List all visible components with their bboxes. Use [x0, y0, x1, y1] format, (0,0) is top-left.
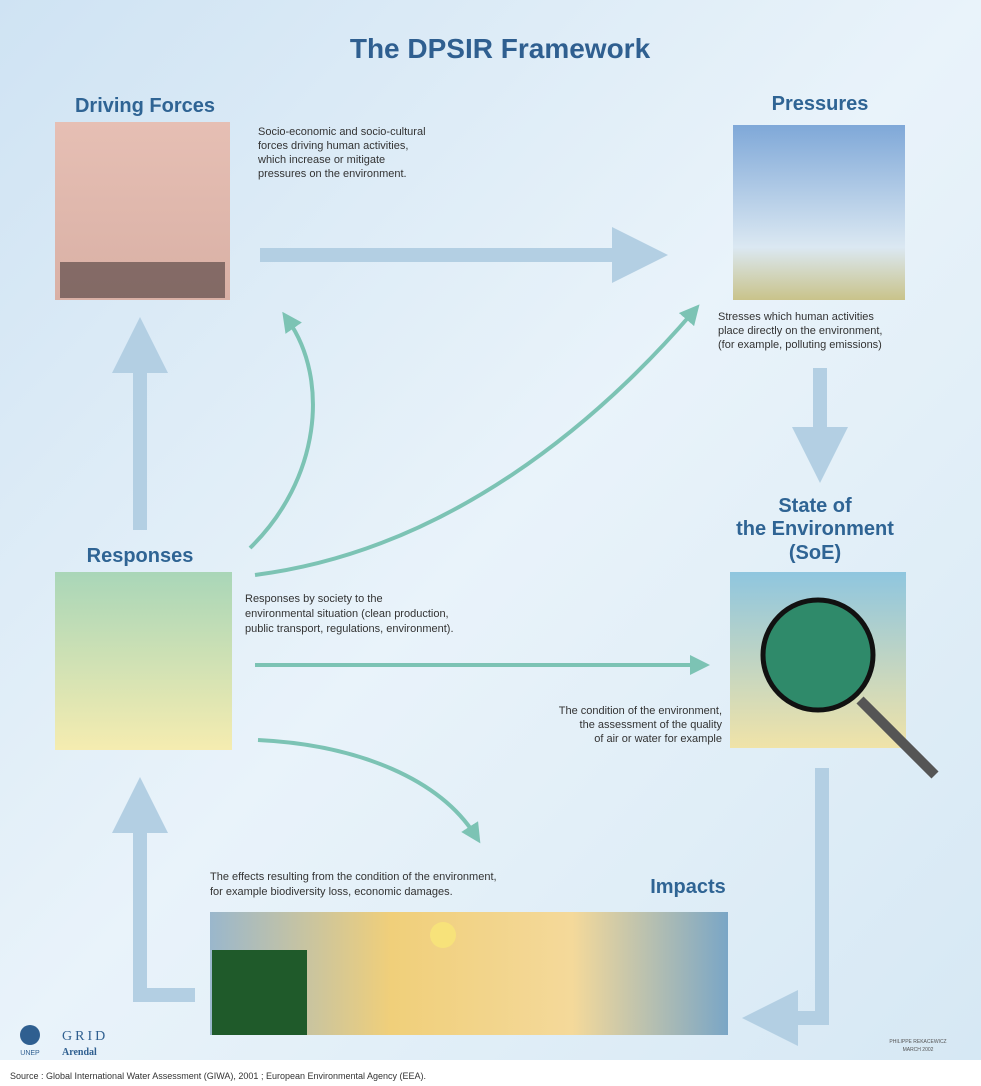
credit: MARCH 2002 — [903, 1047, 934, 1053]
logo-text: UNEP — [20, 1050, 40, 1057]
node-label: Responses — [87, 545, 194, 567]
desc-line: public transport, regulations, environme… — [245, 623, 454, 635]
pressures-image — [733, 125, 905, 300]
desc-line: Socio-economic and socio-cultural — [258, 126, 426, 138]
node-label: Driving Forces — [75, 95, 215, 117]
description: Stresses which human activities place di… — [718, 311, 882, 351]
unep-emblem — [20, 1025, 40, 1045]
desc-line: which increase or mitigate — [257, 154, 385, 166]
title: The DPSIR Framework — [350, 33, 651, 64]
desc-line: Stresses which human activities — [718, 311, 874, 323]
credit: PHILIPPE REKACEWICZ — [889, 1039, 946, 1045]
node-label: (SoE) — [789, 542, 841, 564]
desc-line: The effects resulting from the condition… — [210, 871, 497, 883]
desc-line: place directly on the environment, — [718, 325, 882, 337]
node-label: State of — [778, 495, 852, 517]
node-label: Impacts — [650, 876, 726, 898]
responses-image — [55, 572, 232, 750]
node-label: Pressures — [772, 93, 869, 115]
diagram: The DPSIR Framework Driving Forces Socio… — [0, 0, 981, 1086]
desc-line: forces driving human activities, — [258, 140, 408, 152]
desc-line: environmental situation (clean productio… — [245, 608, 449, 620]
source: Source : Global International Water Asse… — [10, 1071, 426, 1081]
node-label: the Environment — [736, 518, 894, 540]
desc-line: pressures on the environment. — [258, 168, 407, 180]
desc-line: for example biodiversity loss, economic … — [210, 886, 453, 898]
crowd — [60, 262, 225, 298]
desc-line: (for example, polluting emissions) — [718, 339, 882, 351]
magnifier — [763, 600, 873, 710]
logo-text: GRID — [62, 1029, 108, 1044]
desc-line: of air or water for example — [594, 733, 722, 745]
desc-line: The condition of the environment, — [559, 705, 722, 717]
city — [212, 950, 307, 1035]
sun — [430, 922, 456, 948]
logo-text: Arendal — [62, 1047, 97, 1058]
desc-line: Responses by society to the — [245, 593, 383, 605]
desc-line: the assessment of the quality — [580, 719, 723, 731]
